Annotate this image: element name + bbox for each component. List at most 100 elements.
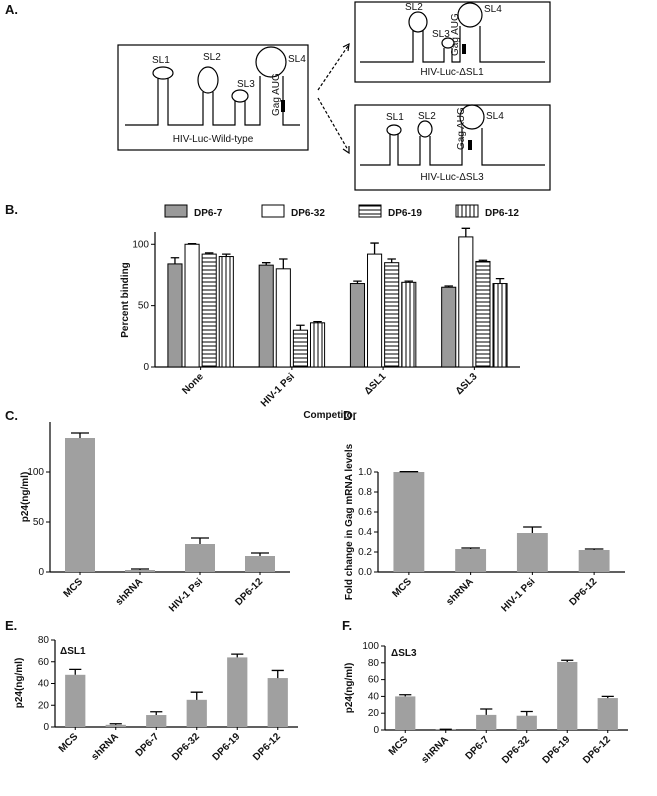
loop xyxy=(408,11,428,33)
gag-marker xyxy=(468,140,472,150)
y-axis-label: p24(ng/ml) xyxy=(344,663,355,714)
bar xyxy=(384,262,400,368)
stem-label: SL4 xyxy=(484,4,502,15)
error-bar xyxy=(601,695,614,699)
stem-label: SL1 xyxy=(386,112,404,123)
error-bar xyxy=(271,669,284,679)
y-tick-label: 0 xyxy=(373,725,379,736)
legend-swatch xyxy=(164,204,188,218)
bar xyxy=(292,329,308,368)
bar xyxy=(578,550,610,572)
construct-box xyxy=(354,1,551,83)
bar xyxy=(267,678,288,727)
y-tick-label: 100 xyxy=(27,467,44,478)
error-bar xyxy=(313,320,322,323)
y-tick-label: 40 xyxy=(368,691,380,702)
gag-marker xyxy=(281,100,285,112)
y-tick-label: 20 xyxy=(38,700,50,711)
stem-label: SL1 xyxy=(152,55,170,66)
error-bar xyxy=(399,694,412,697)
arrowhead xyxy=(342,42,350,52)
error-bar xyxy=(561,659,574,662)
legend-label: DP6-12 xyxy=(485,208,519,219)
bar xyxy=(455,549,487,572)
bar xyxy=(441,286,457,368)
panel-label: F. xyxy=(342,618,352,633)
loop xyxy=(152,66,174,80)
construct-name: HIV-Luc-ΔSL3 xyxy=(420,172,484,183)
y-tick-label: 0 xyxy=(43,722,49,733)
bar xyxy=(186,699,207,727)
error-bar xyxy=(170,257,180,264)
y-tick-label: 80 xyxy=(368,658,380,669)
error-bar xyxy=(251,552,269,556)
loop xyxy=(417,120,433,138)
construct-name: HIV-Luc-Wild-type xyxy=(173,134,254,145)
rna-line xyxy=(125,76,300,126)
error-bar xyxy=(584,548,604,550)
loop xyxy=(457,2,483,28)
error-bar xyxy=(191,537,209,544)
error-bar xyxy=(353,280,362,284)
x-tick-label: DP6-7 xyxy=(464,734,492,762)
x-tick-label: ΔSL1 xyxy=(362,371,388,397)
bar xyxy=(395,696,416,730)
y-tick-label: 0.4 xyxy=(358,527,372,538)
x-tick-label: DP6-19 xyxy=(211,731,243,763)
x-tick-label: DP6-12 xyxy=(581,734,613,766)
x-tick-label: HIV-1 Psi xyxy=(167,576,205,614)
diagram-a: A. SL1 SL2 SL3 SL4 Gag AUG HIV-Luc-Wild-… xyxy=(5,1,551,191)
bar xyxy=(245,556,275,572)
error-bar xyxy=(279,258,288,269)
x-tick-label: shRNA xyxy=(90,731,121,762)
bar xyxy=(476,714,497,730)
y-axis-label: p24(ng/ml) xyxy=(20,472,31,523)
loop xyxy=(386,124,402,136)
bar xyxy=(516,533,548,572)
bar xyxy=(275,268,291,368)
x-tick-label: DP6-12 xyxy=(233,576,265,608)
bar xyxy=(218,256,234,368)
arrow xyxy=(317,97,349,151)
panel-label: C. xyxy=(5,408,18,423)
y-tick-label: 0 xyxy=(143,362,149,373)
error-bar xyxy=(150,711,163,716)
y-tick-label: 0.0 xyxy=(358,567,372,578)
y-axis-label: Fold change in Gag mRNA levels xyxy=(344,443,355,600)
gag-label: Gag AUG xyxy=(450,13,461,56)
construct-box xyxy=(117,44,309,151)
bar xyxy=(393,472,425,572)
bar xyxy=(201,253,217,368)
bar xyxy=(401,281,417,368)
legend-swatch xyxy=(455,204,479,218)
x-tick-label: DP6-12 xyxy=(567,576,599,608)
x-tick-label: MCS xyxy=(387,734,411,758)
bar xyxy=(227,657,248,727)
error-bar xyxy=(461,227,471,237)
error-bar xyxy=(387,258,396,263)
bar xyxy=(185,544,215,572)
bar xyxy=(105,724,126,727)
panel-label: B. xyxy=(5,202,18,217)
y-tick-label: 0 xyxy=(38,567,44,578)
x-tick-label: shRNA xyxy=(444,576,475,607)
y-tick-label: 1.0 xyxy=(358,467,372,478)
error-bar xyxy=(204,252,214,255)
stem-label: SL3 xyxy=(237,79,255,90)
error-bar xyxy=(109,723,122,725)
bar xyxy=(65,674,86,727)
error-bar xyxy=(404,280,414,283)
error-bar xyxy=(190,691,203,700)
bar xyxy=(557,661,578,730)
error-bar xyxy=(444,285,453,288)
stem-label: SL2 xyxy=(203,52,221,63)
stem-label: SL4 xyxy=(288,54,306,65)
bar xyxy=(65,438,95,572)
x-tick-label: shRNA xyxy=(420,734,451,765)
legend-swatch xyxy=(261,204,285,218)
loop xyxy=(441,37,455,49)
panel-label: D. xyxy=(343,408,356,423)
error-bar xyxy=(131,568,149,570)
x-tick-label: DP6-32 xyxy=(170,731,202,763)
gag-label: Gag AUG xyxy=(271,73,282,116)
